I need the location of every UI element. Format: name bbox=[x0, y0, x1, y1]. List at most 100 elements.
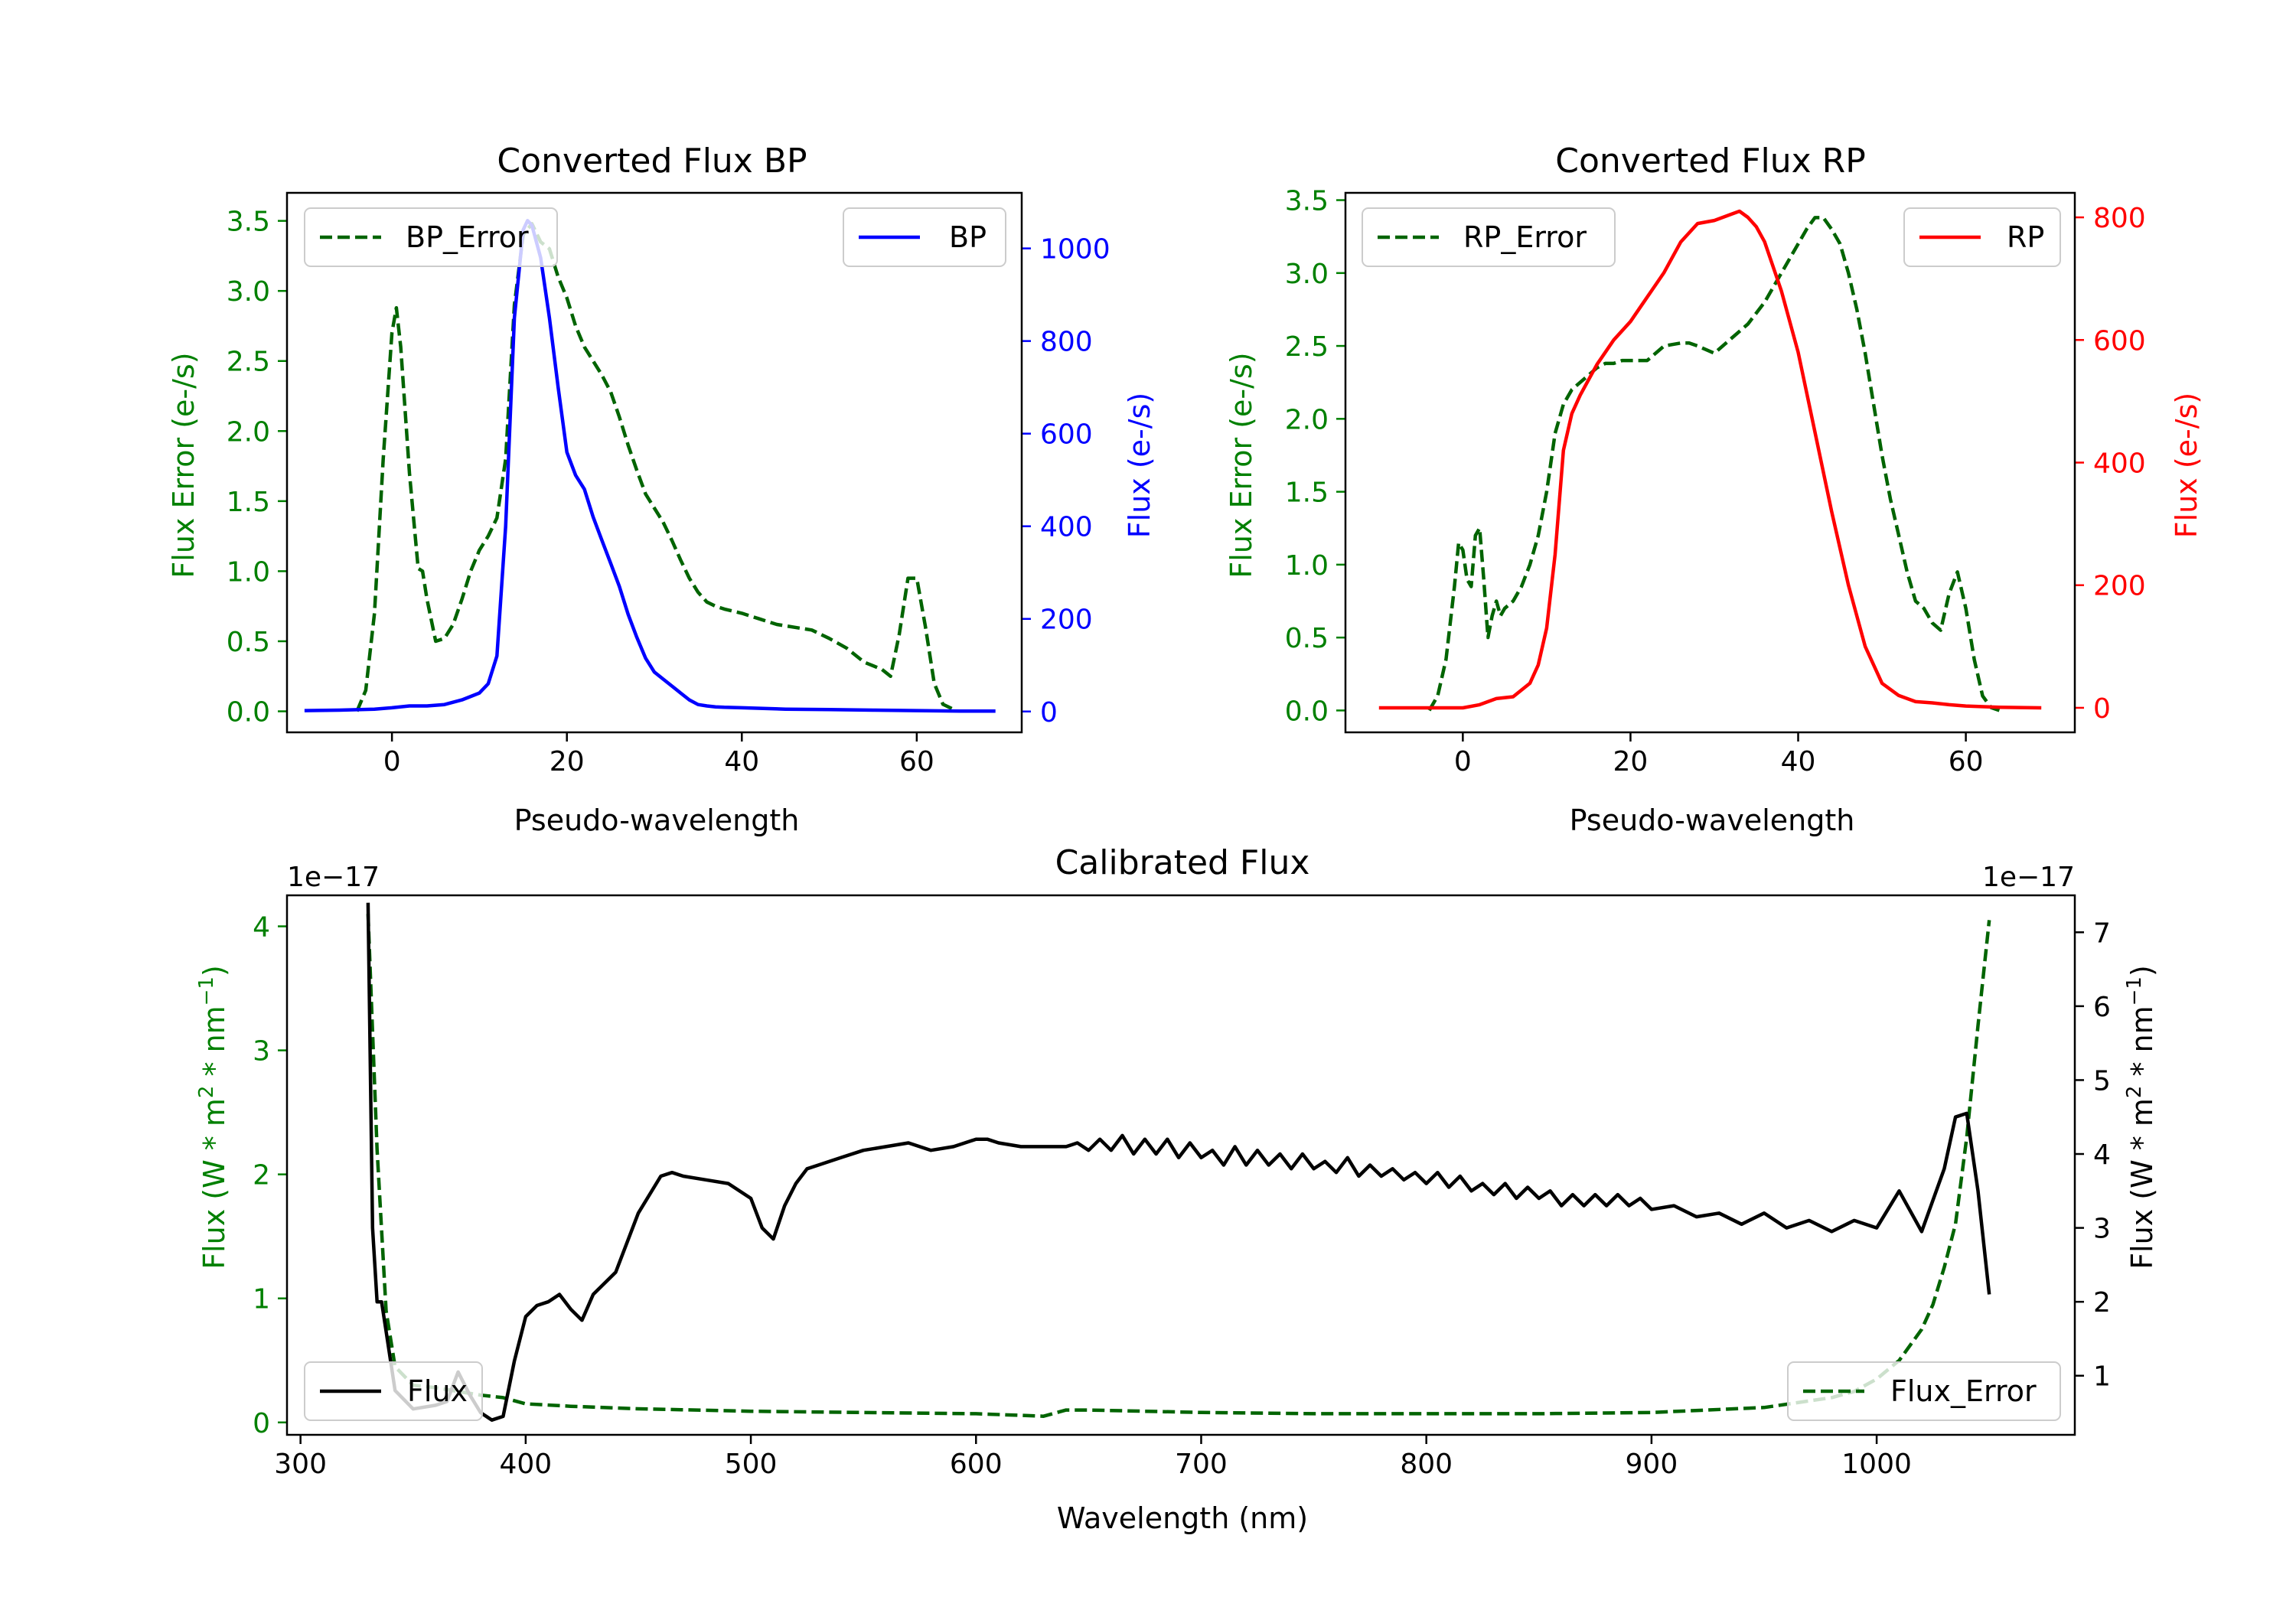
rp-series-rp bbox=[1378, 209, 2042, 710]
calibrated-title: Calibrated Flux bbox=[1055, 843, 1310, 882]
rp-ytick-right-label: 600 bbox=[2093, 325, 2146, 357]
bp-ylabel-left: Flux Error (e-/s) bbox=[167, 352, 201, 578]
calibrated-axes-frame bbox=[285, 894, 2076, 1436]
bp-xtick-label: 0 bbox=[383, 746, 401, 777]
bp-ytick-left-label: 2.0 bbox=[227, 416, 270, 448]
bp-series-bp bbox=[304, 219, 996, 713]
calibrated-ytick-left-label: 2 bbox=[253, 1160, 270, 1191]
calibrated-panel: Calibrated Flux Wavelength (nm) 1e−17 1e… bbox=[195, 843, 2159, 1535]
rp-ytick-right-label: 400 bbox=[2093, 448, 2146, 480]
bp-legend-error-box bbox=[304, 207, 558, 267]
calibrated-offset-right: 1e−17 bbox=[1982, 862, 2075, 893]
rp-ytick-left-label: 0.5 bbox=[1285, 623, 1329, 654]
bp-ytick-left-label: 0.0 bbox=[227, 697, 270, 729]
rp-axes-frame bbox=[1344, 191, 2076, 734]
rp-ytick-left-label: 2.5 bbox=[1285, 331, 1329, 363]
calibrated-ytick-right-label: 5 bbox=[2093, 1065, 2111, 1097]
bp-legend-flux-label: BP bbox=[949, 220, 987, 254]
bp-legend-flux: BP bbox=[843, 207, 1006, 267]
calibrated-ylabel-left: Flux (W * m2 * nm−1) bbox=[195, 965, 231, 1270]
calibrated-ytick-left-label: 3 bbox=[253, 1036, 270, 1068]
bp-panel: Converted Flux BP Pseudo-wavelength Flux… bbox=[167, 142, 1156, 837]
calibrated-legend-error-box bbox=[1787, 1361, 2061, 1421]
calibrated-series-flux bbox=[366, 902, 1991, 1422]
bp-xtick-label: 60 bbox=[899, 746, 934, 777]
calibrated-legend-error-label: Flux_Error bbox=[1890, 1374, 2037, 1408]
rp-plot-area: 0 20 40 60 0.0 0.5 1.0 1.5 2.0 2.5 3.0 3.5 0 200 400 60… bbox=[1285, 186, 2146, 777]
bp-ytick-right-label: 200 bbox=[1040, 605, 1093, 636]
calibrated-xtick-label: 800 bbox=[1400, 1449, 1453, 1480]
bp-ytick-left-label: 3.5 bbox=[227, 207, 270, 238]
rp-ytick-right-label: 200 bbox=[2093, 571, 2146, 602]
rp-ytick-left-label: 1.5 bbox=[1285, 478, 1329, 509]
rp-ytick-right-label: 800 bbox=[2093, 203, 2146, 234]
bp-ytick-left-label: 2.5 bbox=[227, 347, 270, 378]
calibrated-xtick-label: 500 bbox=[725, 1449, 778, 1480]
calibrated-ytick-right-label: 3 bbox=[2093, 1214, 2111, 1245]
calibrated-ytick-right-label: 1 bbox=[2093, 1361, 2111, 1393]
rp-ylabel-right: Flux (e-/s) bbox=[2170, 393, 2203, 538]
bp-ytick-left-label: 1.0 bbox=[227, 556, 270, 588]
calibrated-ytick-left-label: 0 bbox=[253, 1408, 270, 1439]
calibrated-xtick-label: 1000 bbox=[1841, 1449, 1912, 1480]
bp-legend-error-label: BP_Error bbox=[406, 220, 529, 254]
calibrated-xtick-label: 400 bbox=[499, 1449, 552, 1480]
bp-ytick-left-label: 3.0 bbox=[227, 276, 270, 308]
rp-xtick-label: 60 bbox=[1949, 746, 1984, 777]
bp-legend-flux-box bbox=[843, 207, 1006, 267]
rp-xtick-label: 20 bbox=[1613, 746, 1649, 777]
bp-ytick-right-label: 800 bbox=[1040, 327, 1093, 358]
rp-legend-flux-label: RP bbox=[2007, 220, 2044, 254]
bp-ytick-right-label: 400 bbox=[1040, 512, 1093, 543]
rp-ytick-left-label: 2.0 bbox=[1285, 404, 1329, 435]
rp-xtick-label: 40 bbox=[1781, 746, 1816, 777]
rp-ytick-left-label: 0.0 bbox=[1285, 696, 1329, 727]
bp-ylabel-right: Flux (e-/s) bbox=[1123, 393, 1156, 538]
calibrated-ytick-right-label: 7 bbox=[2093, 918, 2111, 949]
rp-ytick-left-label: 3.5 bbox=[1285, 186, 1329, 217]
bp-plot-area: 0 20 40 60 0.0 0.5 1.0 1.5 2.0 2.5 3.0 3.5 0 200 400 60… bbox=[227, 207, 1110, 777]
rp-legend-flux-box bbox=[1903, 207, 2061, 267]
rp-series-rp-error bbox=[1427, 216, 2001, 712]
bp-xtick-label: 20 bbox=[550, 746, 585, 777]
rp-legend-flux: RP bbox=[1903, 207, 2061, 267]
bp-ytick-right-label: 1000 bbox=[1040, 234, 1110, 266]
rp-title: Converted Flux RP bbox=[1555, 142, 1866, 181]
rp-ylabel-left: Flux Error (e-/s) bbox=[1225, 352, 1258, 578]
calibrated-ytick-left-label: 1 bbox=[253, 1284, 270, 1315]
calibrated-legend-flux-box bbox=[304, 1361, 483, 1421]
rp-legend-error: RP_Error bbox=[1362, 207, 1616, 267]
bp-ytick-right-label: 0 bbox=[1040, 697, 1058, 729]
calibrated-xtick-label: 700 bbox=[1175, 1449, 1228, 1480]
bp-xtick-label: 40 bbox=[724, 746, 759, 777]
rp-panel: Converted Flux RP Pseudo-wavelength Flux… bbox=[1225, 142, 2203, 837]
bp-legend-error: BP_Error bbox=[304, 207, 558, 267]
calibrated-ytick-left-label: 4 bbox=[253, 912, 270, 944]
calibrated-ytick-right-label: 6 bbox=[2093, 992, 2111, 1023]
bp-ytick-left-label: 1.5 bbox=[227, 487, 270, 518]
calibrated-legend-flux-label: Flux bbox=[407, 1374, 468, 1408]
rp-ytick-left-label: 3.0 bbox=[1285, 259, 1329, 290]
bp-ytick-right-label: 600 bbox=[1040, 419, 1093, 451]
calibrated-xtick-label: 600 bbox=[950, 1449, 1003, 1480]
bp-axes-frame bbox=[285, 191, 1023, 734]
bp-xlabel: Pseudo-wavelength bbox=[514, 804, 800, 837]
calibrated-xlabel: Wavelength (nm) bbox=[1057, 1501, 1308, 1535]
calibrated-xtick-label: 300 bbox=[274, 1449, 327, 1480]
calibrated-legend-flux: Flux bbox=[304, 1361, 483, 1421]
rp-ytick-right-label: 0 bbox=[2093, 693, 2111, 725]
rp-xlabel: Pseudo-wavelength bbox=[1570, 804, 1855, 837]
bp-ytick-left-label: 0.5 bbox=[227, 627, 270, 658]
calibrated-offset-left: 1e−17 bbox=[287, 862, 380, 893]
calibrated-xtick-label: 900 bbox=[1626, 1449, 1678, 1480]
rp-ytick-left-label: 1.0 bbox=[1285, 550, 1329, 582]
calibrated-legend-error: Flux_Error bbox=[1787, 1361, 2061, 1421]
calibrated-ylabel-right: Flux (W * m2 * nm−1) bbox=[2123, 965, 2159, 1270]
bp-series-bp-error bbox=[355, 222, 953, 712]
rp-legend-error-box bbox=[1362, 207, 1616, 267]
calibrated-ytick-right-label: 2 bbox=[2093, 1287, 2111, 1319]
bp-title: Converted Flux BP bbox=[497, 142, 807, 181]
rp-xtick-label: 0 bbox=[1454, 746, 1472, 777]
